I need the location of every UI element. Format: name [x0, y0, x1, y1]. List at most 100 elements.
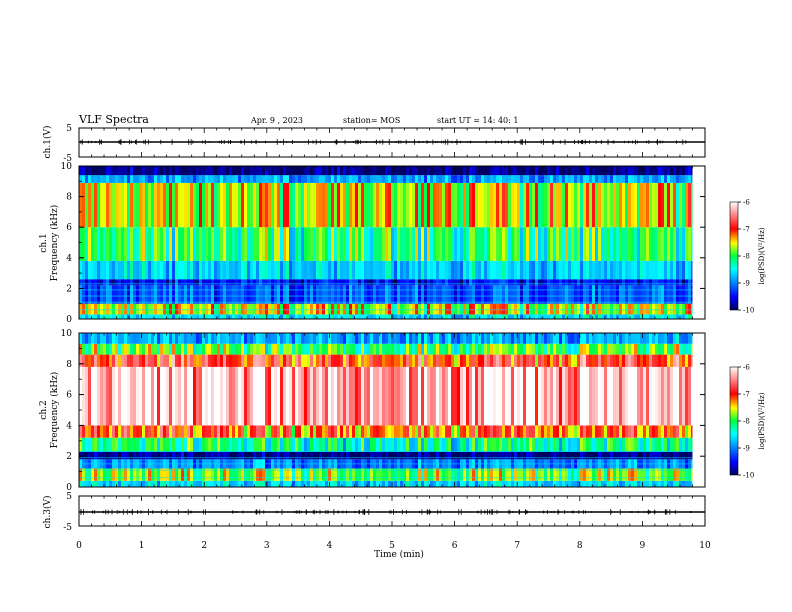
- spectrogram-cell: [250, 227, 253, 261]
- spectrogram-cell: [265, 260, 268, 280]
- spectrogram-cell: [211, 166, 214, 176]
- spectrogram-cell: [487, 343, 490, 355]
- spectrogram-cell: [556, 366, 559, 426]
- spectrogram-cell: [679, 182, 682, 228]
- spectrogram-cell: [664, 333, 667, 344]
- spectrogram-cell: [169, 314, 172, 319]
- spectrogram-cell: [631, 480, 634, 487]
- spectrogram-cell: [574, 166, 577, 176]
- spectrogram-cell: [394, 354, 397, 367]
- spectrogram-cell: [133, 314, 136, 319]
- spectrogram-cell: [364, 333, 367, 344]
- spectrogram-cell: [595, 333, 598, 344]
- spectrogram-cell: [592, 480, 595, 487]
- spectrogram-cell: [640, 451, 643, 460]
- spectrogram-cell: [82, 354, 85, 367]
- spectrogram-cell: [442, 343, 445, 355]
- spectrogram-cell: [271, 437, 274, 452]
- spectrogram-cell: [655, 480, 658, 487]
- spectrogram-cell: [121, 227, 124, 261]
- spectrogram-cell: [343, 303, 346, 315]
- spectrogram-cell: [259, 343, 262, 355]
- spectrogram-cell: [622, 303, 625, 315]
- spectrogram-cell: [85, 333, 88, 344]
- spectrogram-cell: [646, 437, 649, 452]
- spectrogram-cell: [391, 425, 394, 438]
- spectrogram-cell: [109, 480, 112, 487]
- spectrogram-cell: [610, 437, 613, 452]
- spectrogram-cell: [619, 468, 622, 481]
- spectrogram-cell: [121, 333, 124, 344]
- spectrogram-cell: [565, 343, 568, 355]
- spectrogram-cell: [586, 279, 589, 286]
- spectrogram-cell: [385, 166, 388, 176]
- spectrogram-cell: [127, 343, 130, 355]
- spectrogram-cell: [346, 182, 349, 228]
- spectrogram-cell: [100, 279, 103, 286]
- spectrogram-cell: [589, 468, 592, 481]
- spectrogram-cell: [250, 354, 253, 367]
- spectrogram-cell: [472, 227, 475, 261]
- spectrogram-cell: [271, 468, 274, 481]
- spectrogram-cell: [679, 451, 682, 460]
- spectrogram-cell: [475, 468, 478, 481]
- spectrogram-cell: [601, 279, 604, 286]
- spectrogram-cell: [415, 314, 418, 319]
- spectrogram-cell: [220, 182, 223, 228]
- spectrogram-cell: [247, 182, 250, 228]
- spectrogram-cell: [463, 279, 466, 286]
- spectrogram-cell: [163, 175, 166, 183]
- spectrogram-cell: [580, 166, 583, 176]
- spectrogram-cell: [334, 425, 337, 438]
- spectrogram-cell: [625, 175, 628, 183]
- spectrogram-cell: [631, 260, 634, 280]
- spectrogram-cell: [511, 285, 514, 304]
- spectrogram-cell: [622, 285, 625, 304]
- spectrogram-cell: [142, 468, 145, 481]
- spectrogram-cell: [673, 314, 676, 319]
- spectrogram-cell: [550, 343, 553, 355]
- spectrogram-cell: [145, 480, 148, 487]
- spectrogram-cell: [379, 279, 382, 286]
- spectrogram-cell: [556, 227, 559, 261]
- spectrogram-cell: [586, 314, 589, 319]
- spectrogram-cell: [226, 354, 229, 367]
- spectrogram-cell: [640, 354, 643, 367]
- spectrogram-cell: [532, 314, 535, 319]
- spectrogram-cell: [145, 468, 148, 481]
- spectrogram-cell: [205, 314, 208, 319]
- spectrogram-cell: [160, 182, 163, 228]
- spectrogram-cell: [559, 451, 562, 460]
- spectrogram-cell: [196, 175, 199, 183]
- spectrogram-cell: [379, 182, 382, 228]
- spectrogram-cell: [115, 354, 118, 367]
- spectrogram-cell: [91, 303, 94, 315]
- spectrogram-cell: [499, 314, 502, 319]
- spectrogram-cell: [259, 285, 262, 304]
- spectrogram-cell: [565, 480, 568, 487]
- spectrogram-cell: [679, 260, 682, 280]
- spectrogram-cell: [607, 354, 610, 367]
- spectrogram-cell: [244, 314, 247, 319]
- spectrogram-cell: [205, 166, 208, 176]
- spectrogram-cell: [385, 354, 388, 367]
- ch2-colorbar-label: log(PSD)(V²/Hz): [758, 392, 766, 449]
- spectrogram-cell: [235, 480, 238, 487]
- spectrogram-cell: [616, 303, 619, 315]
- spectrogram-cell: [400, 260, 403, 280]
- spectrogram-cell: [391, 354, 394, 367]
- spectrogram-cell: [148, 175, 151, 183]
- spectrogram-cell: [559, 285, 562, 304]
- spectrogram-cell: [595, 182, 598, 228]
- spectrogram-cell: [586, 285, 589, 304]
- spectrogram-cell: [400, 166, 403, 176]
- spectrogram-cell: [661, 227, 664, 261]
- spectrogram-cell: [589, 451, 592, 460]
- spectrogram-cell: [364, 354, 367, 367]
- spectrogram-cell: [103, 166, 106, 176]
- spectrogram-cell: [328, 437, 331, 452]
- spectrogram-cell: [127, 366, 130, 426]
- spectrogram-cell: [343, 175, 346, 183]
- spectrogram-cell: [139, 303, 142, 315]
- spectrogram-cell: [277, 166, 280, 176]
